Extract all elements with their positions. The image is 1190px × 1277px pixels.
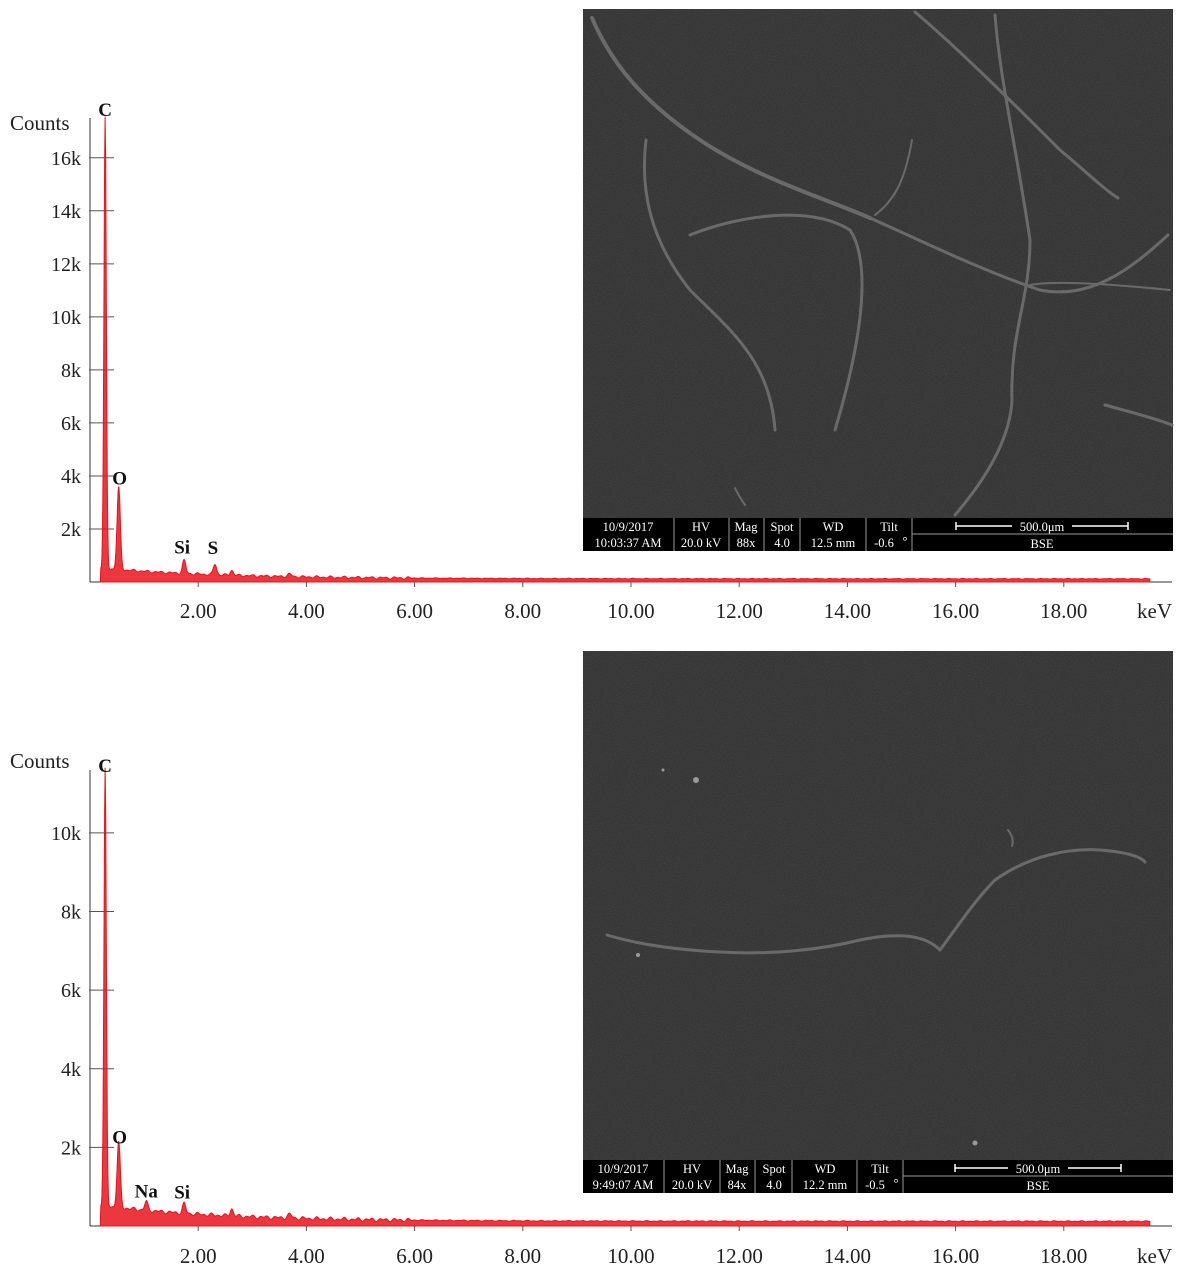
sem-2-scale: 500.0μm bbox=[1016, 1162, 1061, 1176]
y-tick-label: 10k bbox=[51, 823, 81, 845]
particle bbox=[662, 769, 665, 772]
x-tick-label: 4.00 bbox=[288, 599, 325, 623]
peak-label-c: C bbox=[98, 756, 112, 777]
x-tick-label: 8.00 bbox=[504, 599, 541, 623]
sem-2-mag-label: Mag bbox=[726, 1162, 750, 1176]
y-tick-label: 14k bbox=[51, 201, 81, 223]
sem-1-hv: 20.0 kV bbox=[681, 536, 721, 550]
y-tick-label: 8k bbox=[61, 360, 81, 382]
y-tick-label: 12k bbox=[51, 254, 81, 276]
x-tick-label: 6.00 bbox=[396, 599, 433, 623]
x-tick-label: 2.00 bbox=[180, 1244, 217, 1268]
sem-2-wd-label: WD bbox=[815, 1162, 836, 1176]
peak-label-o: O bbox=[112, 469, 127, 490]
y-tick-label: 10k bbox=[51, 307, 81, 329]
y-tick-label: 16k bbox=[51, 148, 81, 170]
x-tick-label: 18.00 bbox=[1040, 599, 1087, 623]
x-tick-label: 10.00 bbox=[607, 599, 654, 623]
y-tick-label: 4k bbox=[61, 1059, 81, 1081]
sem-2-wd: 12.2 mm bbox=[803, 1178, 848, 1192]
sem-1-tilt: -0.6 bbox=[874, 536, 894, 550]
sem-2-hv: 20.0 kV bbox=[672, 1178, 712, 1192]
y-tick-label: 6k bbox=[61, 980, 81, 1002]
y-tick-label: 4k bbox=[61, 466, 81, 488]
particle bbox=[973, 1141, 978, 1146]
sem-1-hv-label: HV bbox=[692, 520, 710, 534]
sem-1-tilt-label: Tilt bbox=[880, 520, 898, 534]
sem-2-mag: 84x bbox=[728, 1178, 748, 1192]
sem-1-wd-label: WD bbox=[823, 520, 844, 534]
sem-1-wd: 12.5 mm bbox=[811, 536, 856, 550]
sem-1-mag-label: Mag bbox=[735, 520, 759, 534]
peak-label-c: C bbox=[98, 100, 112, 121]
x-tick-label: 16.00 bbox=[932, 599, 979, 623]
y-tick-label: 2k bbox=[61, 1137, 81, 1159]
chart-2-peak-labels: C O Na Si bbox=[98, 756, 190, 1204]
sem-1-scale: 500.0μm bbox=[1020, 520, 1065, 534]
y-tick-label: 8k bbox=[61, 902, 81, 924]
sem-2-hv-label: HV bbox=[683, 1162, 701, 1176]
x-tick-label: 6.00 bbox=[396, 1244, 433, 1268]
chart-1-peak-labels: C O Si S bbox=[98, 100, 218, 559]
x-tick-label: 14.00 bbox=[824, 599, 871, 623]
chart-1-xlabel: keV bbox=[1137, 599, 1172, 623]
peak-label-na: Na bbox=[135, 1181, 159, 1202]
chart-1-x-ticks: 2.00 4.00 6.00 8.00 10.00 12.00 14.00 16.00 18.0… bbox=[180, 582, 1088, 623]
chart-2-ylabel: Counts bbox=[10, 749, 70, 773]
peak-label-si: Si bbox=[174, 537, 190, 558]
sem-2-detector: BSE bbox=[1027, 1179, 1050, 1193]
sem-2-tilt-unit: ° bbox=[894, 1176, 899, 1190]
x-tick-label: 10.00 bbox=[607, 1244, 654, 1268]
sem-1-mag: 88x bbox=[737, 536, 757, 550]
peak-label-o: O bbox=[112, 1127, 127, 1148]
x-tick-label: 16.00 bbox=[932, 1244, 979, 1268]
x-tick-label: 2.00 bbox=[180, 599, 217, 623]
sem-image-1: 10/9/2017 10:03:37 AM HV 20.0 kV Mag 88x… bbox=[583, 9, 1173, 551]
sem-image-2: 10/9/2017 9:49:07 AM HV 20.0 kV Mag 84x … bbox=[583, 651, 1173, 1193]
x-tick-label: 8.00 bbox=[504, 1244, 541, 1268]
y-tick-label: 2k bbox=[61, 519, 81, 541]
chart-1-ylabel: Counts bbox=[10, 111, 70, 135]
y-tick-label: 6k bbox=[61, 413, 81, 435]
x-tick-label: 12.00 bbox=[716, 599, 763, 623]
sem-image-2-noise bbox=[583, 651, 1173, 1160]
sem-2-tilt: -0.5 bbox=[865, 1178, 885, 1192]
sem-1-spot: 4.0 bbox=[774, 536, 790, 550]
chart-2-xlabel: keV bbox=[1137, 1244, 1172, 1268]
sem-1-date: 10/9/2017 bbox=[603, 520, 654, 534]
particle bbox=[636, 953, 640, 957]
sem-2-date: 10/9/2017 bbox=[598, 1162, 649, 1176]
sem-1-tilt-unit: ° bbox=[903, 534, 908, 548]
peak-label-si: Si bbox=[174, 1182, 190, 1203]
sem-2-spot: 4.0 bbox=[766, 1178, 782, 1192]
sem-2-tilt-label: Tilt bbox=[871, 1162, 889, 1176]
chart-2-x-ticks: 2.00 4.00 6.00 8.00 10.00 12.00 14.00 16.00 18.0… bbox=[180, 1226, 1088, 1268]
sem-1-detector: BSE bbox=[1031, 537, 1054, 551]
x-tick-label: 12.00 bbox=[716, 1244, 763, 1268]
x-tick-label: 4.00 bbox=[288, 1244, 325, 1268]
sem-2-time: 9:49:07 AM bbox=[593, 1178, 654, 1192]
x-tick-label: 18.00 bbox=[1040, 1244, 1087, 1268]
sem-2-spot-label: Spot bbox=[763, 1162, 786, 1176]
x-tick-label: 14.00 bbox=[824, 1244, 871, 1268]
particle bbox=[693, 777, 699, 783]
sem-1-time: 10:03:37 AM bbox=[594, 536, 661, 550]
peak-label-s: S bbox=[208, 538, 219, 559]
sem-1-spot-label: Spot bbox=[771, 520, 794, 534]
